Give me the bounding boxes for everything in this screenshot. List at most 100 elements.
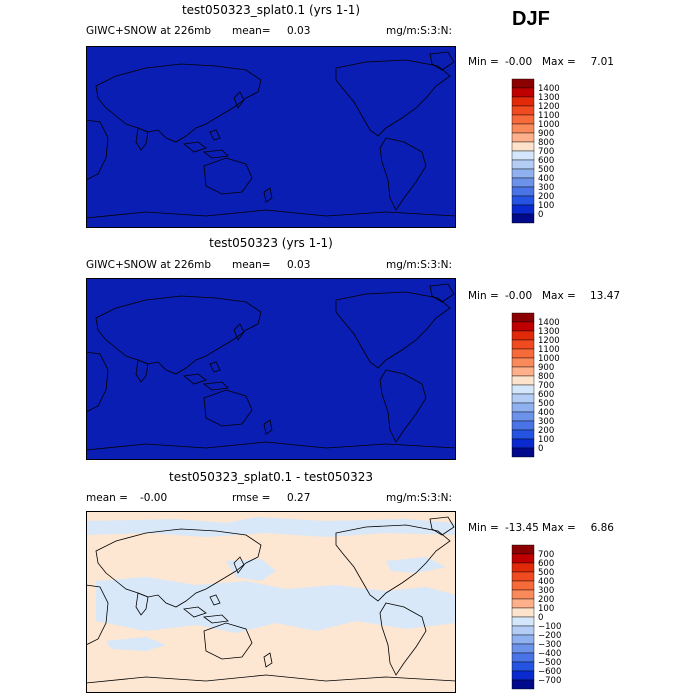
panel1-field-label: GIWC+SNOW at 226mb: [86, 25, 212, 37]
colorbar-swatch: [511, 438, 535, 449]
panel3-title: test050323_splat0.1 - test050323: [168, 470, 373, 484]
coastline: [429, 516, 455, 536]
colorbar-tick-label: 800: [538, 138, 554, 148]
panel3-map-frame: [86, 511, 456, 693]
panel2-units: mg/m:S:3:N:: [386, 259, 453, 271]
colorbar-swatch: [511, 411, 535, 422]
colorbar-tick-label: −300: [538, 640, 561, 650]
colorbar-tick-label: 500: [538, 399, 554, 409]
coastline: [183, 606, 207, 618]
colorbar-swatch: [511, 447, 535, 458]
coastline: [233, 91, 245, 109]
colorbar-swatch: [511, 132, 535, 143]
colorbar-swatch: [511, 150, 535, 161]
panel1-max-label: Max =: [542, 56, 576, 68]
panel3-units: mg/m:S:3:N:: [386, 492, 453, 504]
panel2-min-value: -0.00: [505, 290, 533, 302]
colorbar-swatch: [511, 553, 535, 564]
colorbar-swatch: [511, 96, 535, 107]
colorbar-swatch: [511, 652, 535, 663]
panel1-map-frame: [86, 46, 456, 228]
colorbar-tick-label: 1100: [538, 111, 560, 121]
colorbar-tick-label: 100: [538, 435, 554, 445]
colorbar-swatch: [511, 321, 535, 332]
colorbar-tick-label: 1100: [538, 345, 560, 355]
coastline: [335, 59, 451, 137]
coastline: [135, 359, 149, 383]
colorbar-tick-label: 600: [538, 390, 554, 400]
coastline: [233, 556, 245, 574]
colorbar-tick-label: 1400: [538, 318, 560, 328]
panel3-max-value: 6.86: [590, 522, 614, 534]
panel2-map-frame: [86, 278, 456, 460]
coastline: [263, 419, 273, 435]
colorbar-tick-label: 200: [538, 426, 554, 436]
colorbar-swatch: [511, 177, 535, 188]
panel2-map: [86, 278, 456, 460]
panel1-map: [86, 46, 456, 228]
colorbar-swatch: [511, 78, 535, 89]
colorbar-tick-label: −500: [538, 658, 561, 668]
colorbar-swatch: [511, 429, 535, 440]
colorbar-swatch: [511, 213, 535, 224]
colorbar-swatch: [511, 661, 535, 672]
colorbar-tick-label: 0: [538, 613, 543, 623]
colorbar-swatch: [511, 168, 535, 179]
colorbar-tick-label: 0: [538, 210, 543, 220]
colorbar-tick-label: 400: [538, 577, 554, 587]
panel2-mean-label: mean=: [232, 259, 271, 271]
panel2-mean-value: 0.03: [287, 259, 311, 271]
colorbar-tick-label: 500: [538, 165, 554, 175]
panel2-colorbar: 1400130012001100100090080070060050040030…: [511, 312, 560, 458]
coastline: [203, 389, 253, 427]
panel1-mean-value: 0.03: [287, 25, 311, 37]
panel2-coastlines: [86, 283, 456, 451]
colorbar-swatch: [511, 366, 535, 377]
coastline: [95, 295, 262, 375]
panel3-mean-value: -0.00: [140, 492, 168, 504]
colorbar-swatch: [511, 420, 535, 431]
panel3-rmse-label: rmse =: [232, 492, 271, 504]
colorbar-swatch: [511, 402, 535, 413]
panel1-title: test050323_splat0.1 (yrs 1-1): [181, 3, 361, 17]
coastline: [202, 614, 229, 624]
coastline: [86, 441, 456, 451]
colorbar-swatch: [511, 195, 535, 206]
panel3-min-label: Min =: [468, 522, 499, 534]
coastline: [135, 592, 149, 616]
colorbar-swatch: [511, 357, 535, 368]
panel3-min-value: -13.45: [505, 522, 539, 534]
panel1-mean-label: mean=: [232, 25, 271, 37]
panel1-colorbar: 1400130012001100100090080070060050040030…: [511, 78, 560, 224]
coastline: [263, 652, 273, 668]
coastline: [203, 622, 253, 660]
coastline: [429, 283, 455, 303]
coastline: [429, 51, 455, 71]
coastline: [135, 127, 149, 151]
coastline: [86, 119, 109, 181]
colorbar-swatch: [511, 679, 535, 690]
coastline: [86, 584, 109, 646]
colorbar-tick-label: 800: [538, 372, 554, 382]
colorbar-swatch: [511, 580, 535, 591]
coastline: [95, 63, 262, 143]
colorbar-tick-label: 600: [538, 156, 554, 166]
coastline: [335, 524, 451, 602]
coastline: [379, 369, 427, 443]
coastline: [202, 149, 229, 159]
coastline: [209, 594, 221, 606]
colorbar-tick-label: 300: [538, 417, 554, 427]
panel2-title: test050323 (yrs 1-1): [209, 236, 333, 250]
colorbar-swatch: [511, 634, 535, 645]
coastline: [209, 129, 221, 141]
coastline: [209, 361, 221, 373]
colorbar-tick-label: 0: [538, 444, 543, 454]
coastline: [233, 323, 245, 341]
panel3-rmse-value: 0.27: [287, 492, 311, 504]
coastline: [86, 674, 456, 684]
coastline: [202, 381, 229, 391]
colorbar-tick-label: 1300: [538, 93, 560, 103]
colorbar-tick-label: 1300: [538, 327, 560, 337]
colorbar-swatch: [511, 312, 535, 323]
colorbar-swatch: [511, 616, 535, 627]
